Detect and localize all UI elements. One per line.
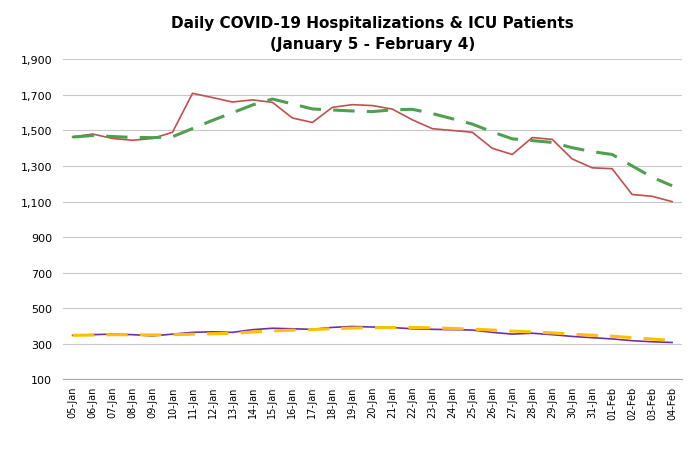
Title: Daily COVID-19 Hospitalizations & ICU Patients
(January 5 - February 4): Daily COVID-19 Hospitalizations & ICU Pa… [171,16,574,52]
